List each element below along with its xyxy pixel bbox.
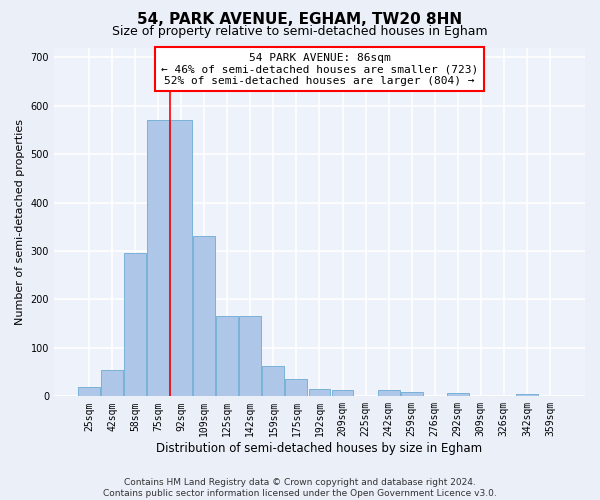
Bar (262, 366, 284, 396)
Bar (101, 370, 123, 396)
X-axis label: Distribution of semi-detached houses by size in Egham: Distribution of semi-detached houses by … (157, 442, 482, 455)
Bar (193, 236, 215, 396)
Text: 54 PARK AVENUE: 86sqm
← 46% of semi-detached houses are smaller (723)
52% of sem: 54 PARK AVENUE: 86sqm ← 46% of semi-deta… (161, 52, 478, 86)
Bar (124, 254, 146, 396)
Bar (170, 120, 192, 396)
Bar (286, 380, 307, 396)
Bar (516, 394, 538, 396)
Bar (239, 316, 261, 396)
Bar (217, 316, 238, 396)
Bar (447, 394, 469, 396)
Bar (401, 392, 422, 396)
Text: Size of property relative to semi-detached houses in Egham: Size of property relative to semi-detach… (112, 25, 488, 38)
Bar (78, 386, 100, 396)
Text: 54, PARK AVENUE, EGHAM, TW20 8HN: 54, PARK AVENUE, EGHAM, TW20 8HN (137, 12, 463, 28)
Text: Contains HM Land Registry data © Crown copyright and database right 2024.
Contai: Contains HM Land Registry data © Crown c… (103, 478, 497, 498)
Y-axis label: Number of semi-detached properties: Number of semi-detached properties (15, 119, 25, 325)
Bar (332, 390, 353, 396)
Bar (147, 120, 169, 396)
Bar (377, 390, 400, 396)
Bar (308, 389, 331, 396)
